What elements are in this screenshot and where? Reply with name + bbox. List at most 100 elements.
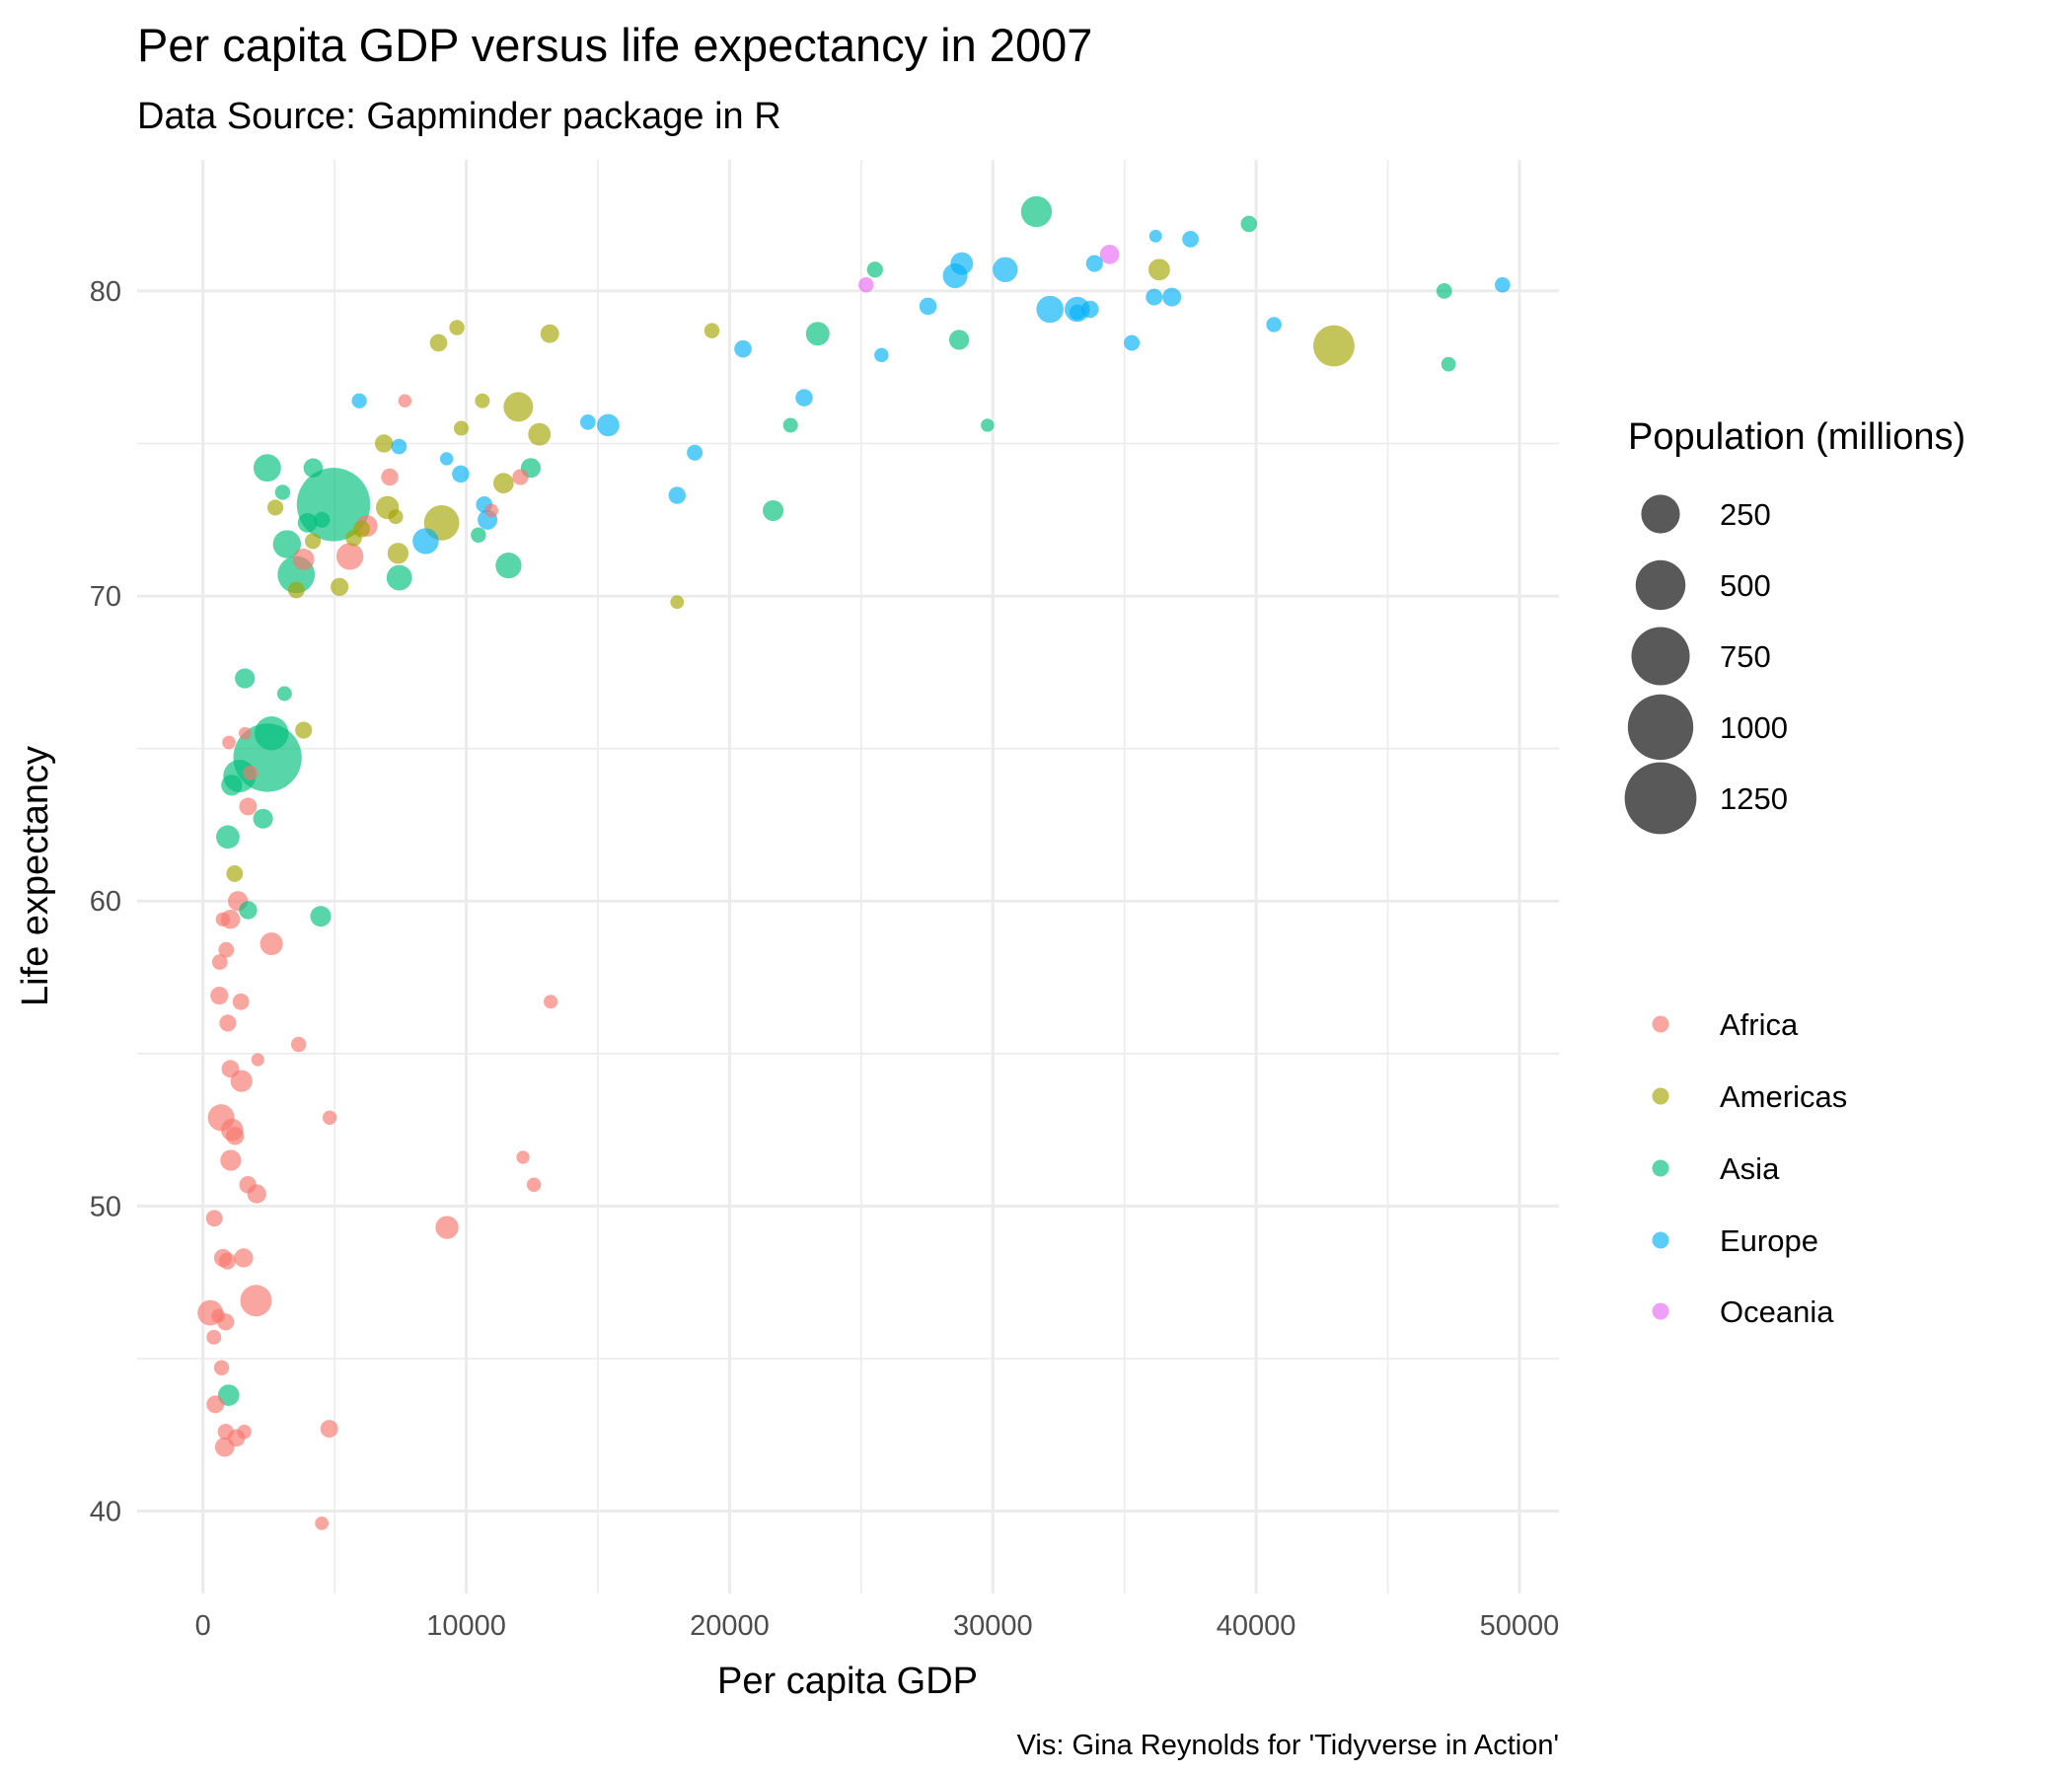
data-point-asia: [1240, 215, 1258, 233]
plot-grid: [137, 160, 1559, 1593]
data-point-africa: [512, 469, 529, 485]
color-legend-label: Asia: [1720, 1151, 1780, 1186]
data-point-africa: [526, 1177, 542, 1192]
data-point-europe: [795, 389, 813, 407]
x-axis-title: Per capita GDP: [717, 1661, 978, 1702]
size-legend-key: [1624, 762, 1697, 835]
data-point-africa: [239, 1176, 257, 1194]
data-point-americas: [287, 581, 305, 599]
data-point-asia: [981, 418, 995, 432]
data-point-asia: [310, 906, 332, 927]
data-point-africa: [206, 1395, 225, 1414]
data-point-europe: [919, 297, 937, 316]
data-point-africa: [222, 735, 236, 750]
data-point-europe: [1036, 295, 1064, 324]
data-point-americas: [670, 595, 685, 610]
x-tick-label: 40000: [1217, 1610, 1296, 1642]
size-legend-title: Population (millions): [1628, 416, 1965, 458]
data-point-americas: [266, 499, 284, 516]
data-point-europe: [1124, 334, 1141, 351]
data-point-africa: [206, 1329, 222, 1345]
data-point-africa: [217, 1424, 234, 1441]
data-point-asia: [276, 686, 292, 702]
size-legend: 250 500 750 1000 1250: [1624, 494, 1788, 835]
data-point-asia: [1020, 195, 1053, 228]
data-point-asia: [297, 513, 318, 533]
data-point-africa: [218, 1252, 237, 1270]
data-point-europe: [734, 339, 752, 358]
color-legend-key-africa: [1652, 1015, 1669, 1033]
data-point-americas: [345, 530, 362, 547]
data-point-africa: [544, 995, 558, 1009]
x-axis-ticks: 0 10000 20000 30000 40000 50000: [195, 1610, 1560, 1642]
data-point-africa: [237, 1424, 252, 1440]
data-point-europe: [1266, 317, 1282, 333]
data-point-asia: [805, 322, 830, 346]
data-point-asia: [471, 527, 486, 543]
data-point-europe: [687, 444, 703, 461]
color-legend-key-americas: [1652, 1087, 1669, 1105]
y-axis-ticks: 40 50 60 70 80: [90, 276, 121, 1528]
data-point-europe: [1085, 255, 1103, 272]
data-point-europe: [439, 452, 454, 466]
data-point-africa: [292, 549, 315, 570]
data-point-africa: [381, 468, 399, 486]
color-legend-key-europe: [1652, 1231, 1669, 1249]
data-point-africa: [435, 1216, 459, 1239]
data-point-europe: [1069, 304, 1085, 321]
data-point-africa: [516, 1150, 530, 1164]
data-point-africa: [220, 1149, 242, 1171]
data-point-asia: [255, 716, 289, 751]
chart-subtitle: Data Source: Gapminder package in R: [137, 96, 781, 137]
data-point-asia: [763, 499, 784, 522]
size-legend-label: 1250: [1720, 781, 1788, 816]
data-point-africa: [320, 1420, 338, 1439]
size-legend-label: 500: [1720, 568, 1771, 603]
data-point-americas: [703, 323, 720, 338]
data-point-africa: [218, 941, 235, 958]
data-point-americas: [226, 864, 244, 882]
size-legend-label: 1000: [1720, 710, 1788, 745]
color-legend-label: Africa: [1720, 1007, 1799, 1042]
y-tick-label: 60: [90, 886, 121, 918]
data-point-americas: [503, 392, 534, 422]
data-point-europe: [950, 252, 974, 275]
data-point-europe: [668, 486, 687, 504]
data-point-africa: [238, 726, 252, 740]
data-point-americas: [429, 333, 448, 352]
data-point-asia: [386, 564, 412, 591]
data-point-asia: [239, 901, 258, 920]
data-point-africa: [213, 1360, 230, 1375]
data-point-africa: [484, 503, 499, 518]
data-point-asia: [235, 668, 256, 689]
data-point-americas: [492, 473, 514, 494]
data-point-americas: [331, 577, 349, 596]
y-axis-title: Life expectancy: [15, 746, 56, 1006]
data-point-americas: [1312, 325, 1355, 367]
data-point-africa: [335, 543, 364, 570]
data-point-americas: [475, 393, 490, 408]
data-point-asia: [253, 808, 273, 829]
data-point-asia: [216, 825, 240, 850]
data-point-europe: [874, 347, 889, 363]
data-point-asia: [782, 417, 798, 433]
data-point-europe: [391, 438, 407, 455]
size-legend-key: [1627, 694, 1694, 761]
data-point-americas: [453, 420, 469, 436]
y-tick-label: 50: [90, 1191, 121, 1222]
data-point-europe: [1146, 288, 1163, 306]
data-point-africa: [205, 1210, 223, 1227]
color-legend-label: Oceania: [1720, 1295, 1834, 1329]
x-tick-label: 30000: [953, 1610, 1033, 1642]
data-point-americas: [388, 509, 404, 525]
data-point-americas: [374, 434, 394, 453]
data-point-africa: [211, 954, 228, 970]
data-point-africa: [243, 765, 259, 780]
data-point-europe: [1494, 276, 1511, 293]
data-point-americas: [528, 422, 552, 446]
data-point-asia: [495, 553, 522, 579]
data-point-africa: [211, 1308, 226, 1323]
data-point-africa: [239, 797, 258, 816]
data-point-asia: [1441, 356, 1456, 372]
